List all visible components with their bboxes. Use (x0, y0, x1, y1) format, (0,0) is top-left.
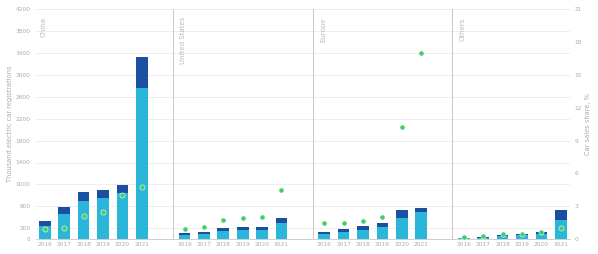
Bar (117, 185, 129, 193)
Bar (516, 234, 528, 235)
Bar (179, 235, 190, 239)
Point (257, 215, 267, 219)
Bar (377, 223, 388, 228)
Text: China: China (41, 17, 47, 37)
Bar (415, 208, 427, 212)
Bar (218, 231, 229, 239)
Point (319, 221, 329, 225)
Bar (59, 207, 70, 214)
Bar (276, 218, 287, 223)
Bar (78, 192, 90, 201)
Point (277, 188, 286, 192)
Bar (97, 190, 109, 198)
Point (79, 214, 89, 218)
Point (459, 235, 469, 239)
Bar (516, 235, 528, 239)
Bar (357, 226, 369, 230)
Bar (415, 212, 427, 239)
Point (218, 217, 228, 221)
Point (59, 226, 69, 230)
Bar (318, 232, 330, 233)
Point (118, 193, 127, 197)
Bar (555, 210, 566, 219)
Bar (377, 228, 388, 239)
Bar (39, 221, 51, 226)
Point (238, 216, 248, 220)
Point (199, 225, 209, 229)
Bar (318, 233, 330, 239)
Bar (497, 235, 508, 236)
Bar (536, 234, 547, 239)
Point (180, 227, 190, 231)
Bar (237, 230, 249, 239)
Point (397, 125, 407, 130)
Point (556, 226, 566, 230)
Bar (78, 201, 90, 239)
Point (478, 234, 488, 238)
Bar (276, 223, 287, 239)
Bar (357, 230, 369, 239)
Bar (396, 211, 407, 218)
Y-axis label: Car sales share, %: Car sales share, % (585, 93, 591, 155)
Bar (477, 237, 489, 238)
Point (377, 215, 387, 219)
Text: Others: Others (460, 17, 466, 41)
Bar (136, 88, 148, 239)
Point (517, 232, 527, 236)
Point (98, 210, 108, 214)
Bar (497, 236, 508, 239)
Bar (396, 218, 407, 239)
Bar (117, 193, 129, 239)
Bar (458, 238, 469, 239)
Point (358, 219, 368, 223)
Point (498, 232, 507, 236)
Bar (338, 232, 349, 239)
Bar (97, 198, 109, 239)
Bar (477, 238, 489, 239)
Point (416, 51, 426, 55)
Bar (59, 214, 70, 239)
Bar (198, 232, 210, 233)
Bar (218, 228, 229, 231)
Point (40, 227, 50, 231)
Bar (257, 230, 268, 239)
Bar (198, 233, 210, 239)
Bar (338, 229, 349, 232)
Point (536, 230, 546, 234)
Bar (257, 227, 268, 230)
Bar (136, 57, 148, 88)
Bar (555, 219, 566, 239)
Bar (179, 233, 190, 235)
Point (338, 221, 348, 225)
Bar (237, 228, 249, 230)
Y-axis label: Thousand electric car registrations: Thousand electric car registrations (7, 66, 13, 182)
Text: United States: United States (181, 17, 187, 65)
Text: Europe: Europe (320, 17, 326, 42)
Bar (536, 232, 547, 234)
Bar (39, 226, 51, 239)
Point (137, 185, 147, 189)
